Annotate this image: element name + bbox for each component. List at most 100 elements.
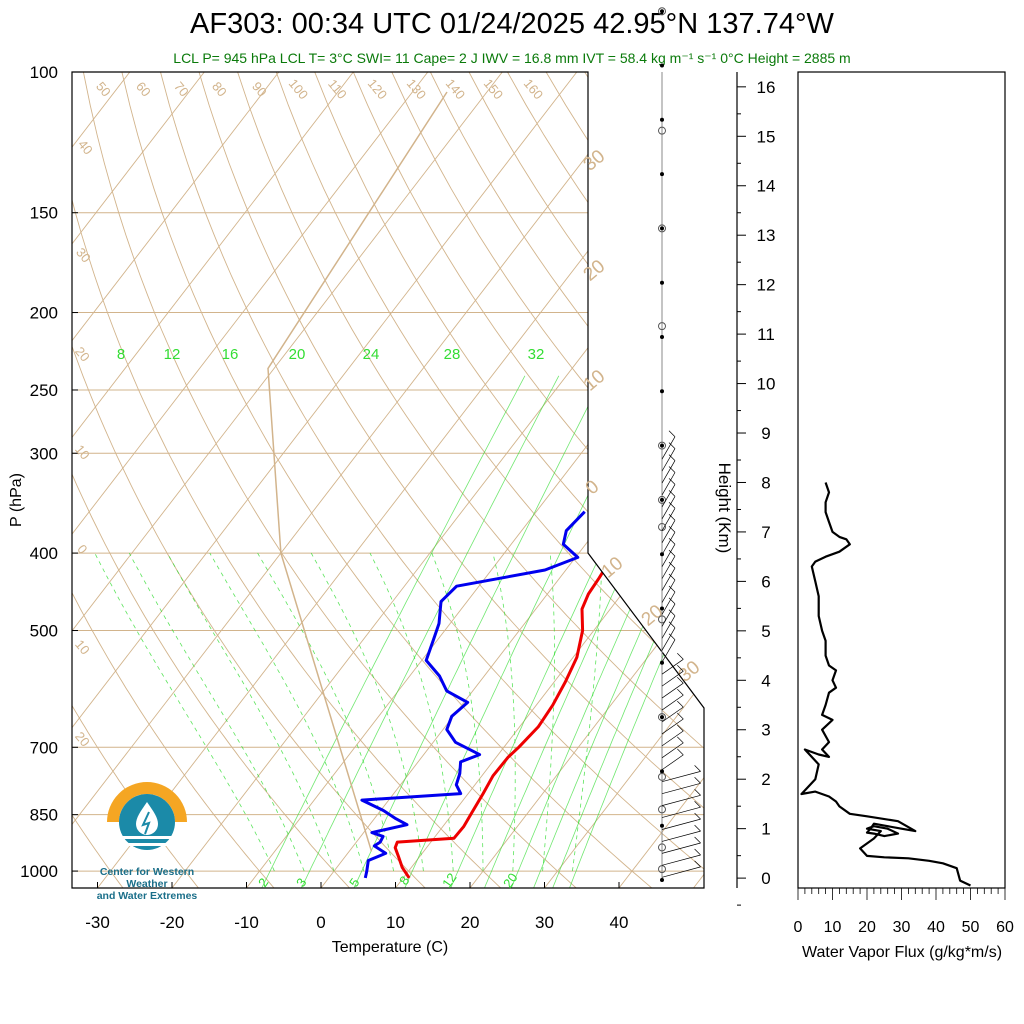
adiabat-label: 90 — [249, 79, 270, 100]
moist-adiabat — [128, 552, 305, 872]
wind-dot — [660, 878, 664, 882]
wind-barb-feather — [694, 800, 701, 808]
adiabat-label: 80 — [209, 79, 230, 100]
height-tick-label: 9 — [761, 424, 770, 443]
adiabat-label: 60 — [133, 79, 154, 100]
y-tick-label: 400 — [30, 544, 58, 563]
height-tick-label: 0 — [761, 869, 770, 888]
wind-barb-feather — [677, 664, 684, 672]
wind-dot — [660, 715, 664, 720]
wind-barb — [661, 460, 676, 484]
wind-barb-feather — [677, 736, 684, 744]
mixing-ratio-label: 16 — [222, 346, 239, 363]
isotherm-label: 30 — [580, 146, 610, 176]
dry-adiabat — [584, 72, 704, 888]
wind-barb-feather — [668, 585, 676, 593]
wind-barb — [661, 579, 676, 603]
wind-barb — [661, 694, 684, 711]
wind-dot — [660, 660, 664, 665]
mixing-ratio-label: 20 — [500, 870, 521, 890]
flux-y-label: Height (Km) — [715, 463, 734, 554]
chart-title: AF303: 00:34 UTC 01/24/2025 42.95°N 137.… — [190, 8, 834, 40]
skewt-grid — [72, 72, 1024, 888]
moist-adiabat — [431, 552, 484, 872]
dry-adiabat — [622, 72, 704, 888]
parcel-path — [267, 91, 448, 852]
wind-barb — [661, 771, 701, 783]
height-tick-label: 13 — [757, 226, 776, 245]
dry-adiabat — [82, 72, 577, 888]
calm-circle — [658, 495, 666, 504]
mixing-ratio-line — [533, 375, 704, 888]
isotherm — [171, 72, 704, 888]
isotherm — [72, 72, 354, 888]
wind-barb-feather — [677, 724, 684, 732]
calm-circle — [658, 322, 666, 331]
wind-dot — [660, 443, 664, 448]
dry-adiabat — [739, 72, 1024, 888]
height-tick-label: 15 — [757, 127, 776, 146]
wind-barb — [661, 615, 676, 639]
wind-barb-feather — [694, 848, 701, 856]
wind-barb-feather — [694, 860, 701, 868]
isotherm — [395, 72, 704, 888]
calm-circle — [658, 865, 666, 874]
wind-barb-feather — [668, 502, 676, 509]
adiabat-label: 20 — [72, 344, 93, 365]
wind-barb-feather — [668, 621, 676, 629]
calm-circle — [658, 615, 666, 624]
dry-adiabat — [72, 72, 502, 888]
wind-barb-feather — [694, 836, 701, 844]
wind-barb — [661, 555, 676, 579]
height-tick-label: 3 — [761, 721, 770, 740]
wind-barb-feather — [668, 454, 676, 461]
isotherm — [469, 72, 704, 888]
wind-barb — [661, 730, 684, 747]
logo-line-2: and Water Extremes — [96, 890, 198, 902]
wind-dot — [660, 606, 664, 611]
dry-adiabat — [72, 72, 275, 888]
y-tick-label: 700 — [30, 738, 58, 757]
wind-barb-feather — [694, 777, 701, 784]
x-tick-label: -20 — [160, 913, 185, 932]
x-tick-label: 30 — [535, 913, 554, 932]
wind-barb-feather — [677, 748, 684, 756]
wind-barb — [661, 659, 684, 675]
mixing-ratio-line — [261, 375, 526, 888]
wind-barb — [661, 754, 684, 771]
isotherm-label: 30 — [675, 657, 705, 687]
adiabat-label: 10 — [72, 442, 93, 463]
adiabat-label: 140 — [443, 76, 468, 102]
wind-barb-feather — [668, 633, 676, 640]
dry-adiabat — [237, 72, 704, 888]
isotherm-label: 0 — [582, 476, 604, 499]
mixing-ratio-line — [404, 375, 647, 888]
y-tick-label: 300 — [30, 444, 58, 463]
isotherm — [72, 72, 503, 888]
flux-tick-label: 50 — [962, 919, 980, 936]
wind-barb — [661, 627, 676, 651]
wind-barb-feather — [668, 573, 676, 581]
dry-adiabat — [314, 72, 704, 888]
wind-barb-feather — [694, 824, 701, 832]
adiabat-label: 120 — [365, 76, 390, 102]
wind-barb-feather — [668, 478, 676, 485]
height-tick-label: 14 — [757, 177, 776, 196]
x-tick-label: 20 — [461, 913, 480, 932]
x-tick-label: -30 — [85, 913, 110, 932]
height-tick-label: 6 — [761, 572, 770, 591]
dry-adiabat — [72, 72, 124, 888]
mixing-ratio-label: 24 — [363, 346, 380, 363]
wind-barb — [661, 544, 676, 567]
adiabat-label: 20 — [72, 729, 93, 750]
calm-circle — [658, 441, 666, 450]
temperature-profile — [393, 506, 625, 879]
wind-dot — [660, 389, 664, 394]
wind-barb-feather — [677, 653, 684, 660]
flux-frame — [797, 71, 1006, 889]
wind-barb-feather — [668, 466, 676, 473]
wind-barb — [661, 830, 701, 842]
wind-barb-feather — [694, 812, 701, 820]
adiabat-label: 100 — [286, 76, 311, 102]
